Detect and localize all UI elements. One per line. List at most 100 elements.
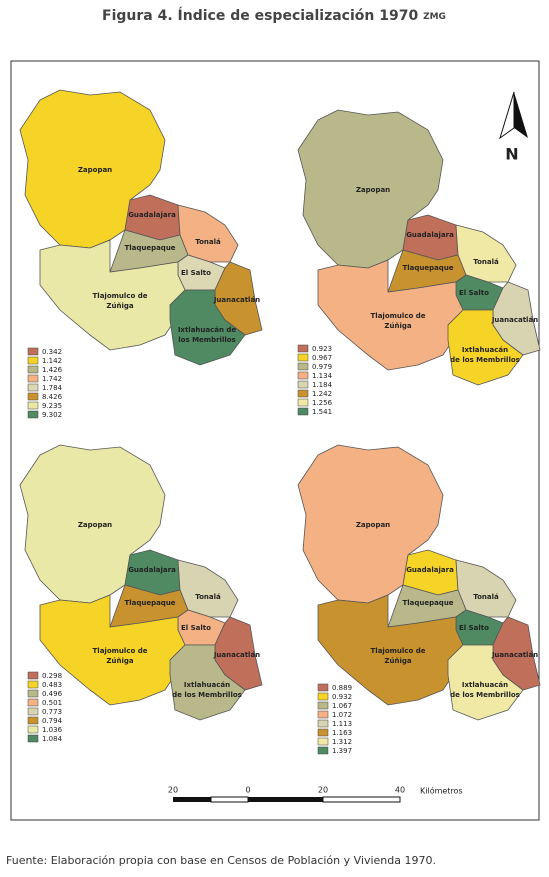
legend-value: 1.113 — [332, 720, 352, 728]
legend-value: 0.501 — [42, 699, 62, 707]
scale-bar — [173, 796, 401, 803]
map: Zapopan Guadalajara Tonalá Tlaquepaque El Sa… — [297, 444, 541, 721]
region-label: Tonalá — [195, 593, 221, 601]
legend-value: 0.483 — [42, 681, 62, 689]
legend-value: 0.773 — [42, 708, 62, 716]
legend-swatch — [27, 716, 39, 725]
legend-swatch — [297, 398, 309, 407]
region-label: Guadalajara — [406, 231, 454, 239]
region-label: El Salto — [181, 269, 211, 277]
scale-label: 20 — [168, 786, 178, 795]
region-label: Zúñiga — [384, 657, 411, 665]
legend-swatch — [317, 683, 329, 692]
legend-value: 1.256 — [312, 399, 333, 407]
legend-swatch — [317, 728, 329, 737]
region-label: Tlajomulco de — [93, 647, 148, 655]
legend-value: 1.426 — [42, 366, 63, 374]
source: Fuente: Elaboración propia con base en C… — [6, 854, 436, 867]
legend-swatch — [297, 407, 309, 416]
title-suffix: ZMG — [423, 12, 446, 22]
legend-swatch — [27, 347, 39, 356]
legend-value: 1.084 — [42, 735, 63, 743]
region-label: Zapopan — [356, 521, 390, 529]
scale-label: 20 — [318, 786, 328, 795]
region-label: Juanacatlán — [213, 296, 260, 304]
region-label: de los Membrillos — [450, 356, 520, 364]
legend-swatch — [297, 353, 309, 362]
legend-value: 1.541 — [312, 408, 332, 416]
north-label: N — [505, 145, 518, 164]
scale-label: 40 — [395, 786, 405, 795]
legend-swatch — [317, 746, 329, 755]
legend-swatch — [297, 380, 309, 389]
region-label: Tonalá — [195, 238, 221, 246]
region-label: Zúñiga — [384, 322, 411, 330]
legend-swatch — [27, 374, 39, 383]
legend-swatch — [297, 371, 309, 380]
region-label: Tlaquepaque — [402, 599, 453, 607]
legend-swatch — [317, 692, 329, 701]
region-label: Guadalajara — [406, 566, 454, 574]
region-label: Zapopan — [356, 186, 390, 194]
region-label: Zapopan — [78, 166, 112, 174]
legend-value: 1.184 — [312, 381, 333, 389]
region-label: Juanacatlán — [491, 651, 538, 659]
region-label: El Salto — [181, 624, 211, 632]
frame — [10, 60, 540, 821]
north-arrow: N — [499, 91, 528, 164]
legend-swatch — [27, 689, 39, 698]
region — [169, 289, 246, 366]
region-label: Ixtlahuacán de — [178, 326, 237, 334]
legend-value: 9.235 — [42, 402, 62, 410]
legend-swatch — [297, 389, 309, 398]
region-label: Tlajomulco de — [93, 292, 148, 300]
legend-value: 1.242 — [312, 390, 332, 398]
region-label: de los Membrillos — [450, 691, 520, 699]
legend-swatch — [27, 383, 39, 392]
legend-value: 1.742 — [42, 375, 62, 383]
legend-swatch — [27, 707, 39, 716]
legend-value: 0.496 — [42, 690, 63, 698]
region — [447, 644, 524, 721]
region-label: Zúñiga — [106, 657, 133, 665]
legend-swatch — [27, 356, 39, 365]
legend-swatch — [297, 344, 309, 353]
region-label: Tlajomulco de — [371, 647, 426, 655]
region-label: Juanacatlán — [491, 316, 538, 324]
legend-swatch — [27, 725, 39, 734]
region-label: Ixtlahuacán — [462, 346, 508, 354]
region-label: Zúñiga — [106, 302, 133, 310]
region-label: Tlaquepaque — [124, 599, 175, 607]
legend-value: 1.134 — [312, 372, 333, 380]
legend-value: 1.067 — [332, 702, 352, 710]
legend-swatch — [317, 737, 329, 746]
region-label: Tlaquepaque — [402, 264, 453, 272]
legend-value: 1.163 — [332, 729, 352, 737]
legend-swatch — [317, 701, 329, 710]
legend-swatch — [317, 710, 329, 719]
region-label: Tonalá — [473, 258, 499, 266]
legend-value: 0.967 — [312, 354, 332, 362]
region-label: Guadalajara — [128, 211, 176, 219]
region-label: Ixtlahuacán — [184, 681, 230, 689]
region-label: El Salto — [459, 289, 489, 297]
legend-value: 0.794 — [42, 717, 63, 725]
legend-value: 0.889 — [332, 684, 352, 692]
region-label: Tlaquepaque — [124, 244, 175, 252]
legend-value: 0.298 — [42, 672, 62, 680]
legend-value: 1.072 — [332, 711, 352, 719]
region-label: de los Membrillos — [172, 691, 242, 699]
legend-value: 1.036 — [42, 726, 63, 734]
legend-swatch — [27, 698, 39, 707]
region-label: los Membrillos — [178, 336, 235, 344]
region — [447, 309, 524, 386]
title: Figura 4. Índice de especialización 1970… — [102, 7, 446, 24]
region-label: Zapopan — [78, 521, 112, 529]
legend-value: 0.979 — [312, 363, 332, 371]
legend-value: 1.397 — [332, 747, 352, 755]
legend-swatch — [317, 719, 329, 728]
legend-value: 1.312 — [332, 738, 352, 746]
legend-swatch — [27, 671, 39, 680]
legend-swatch — [27, 410, 39, 419]
